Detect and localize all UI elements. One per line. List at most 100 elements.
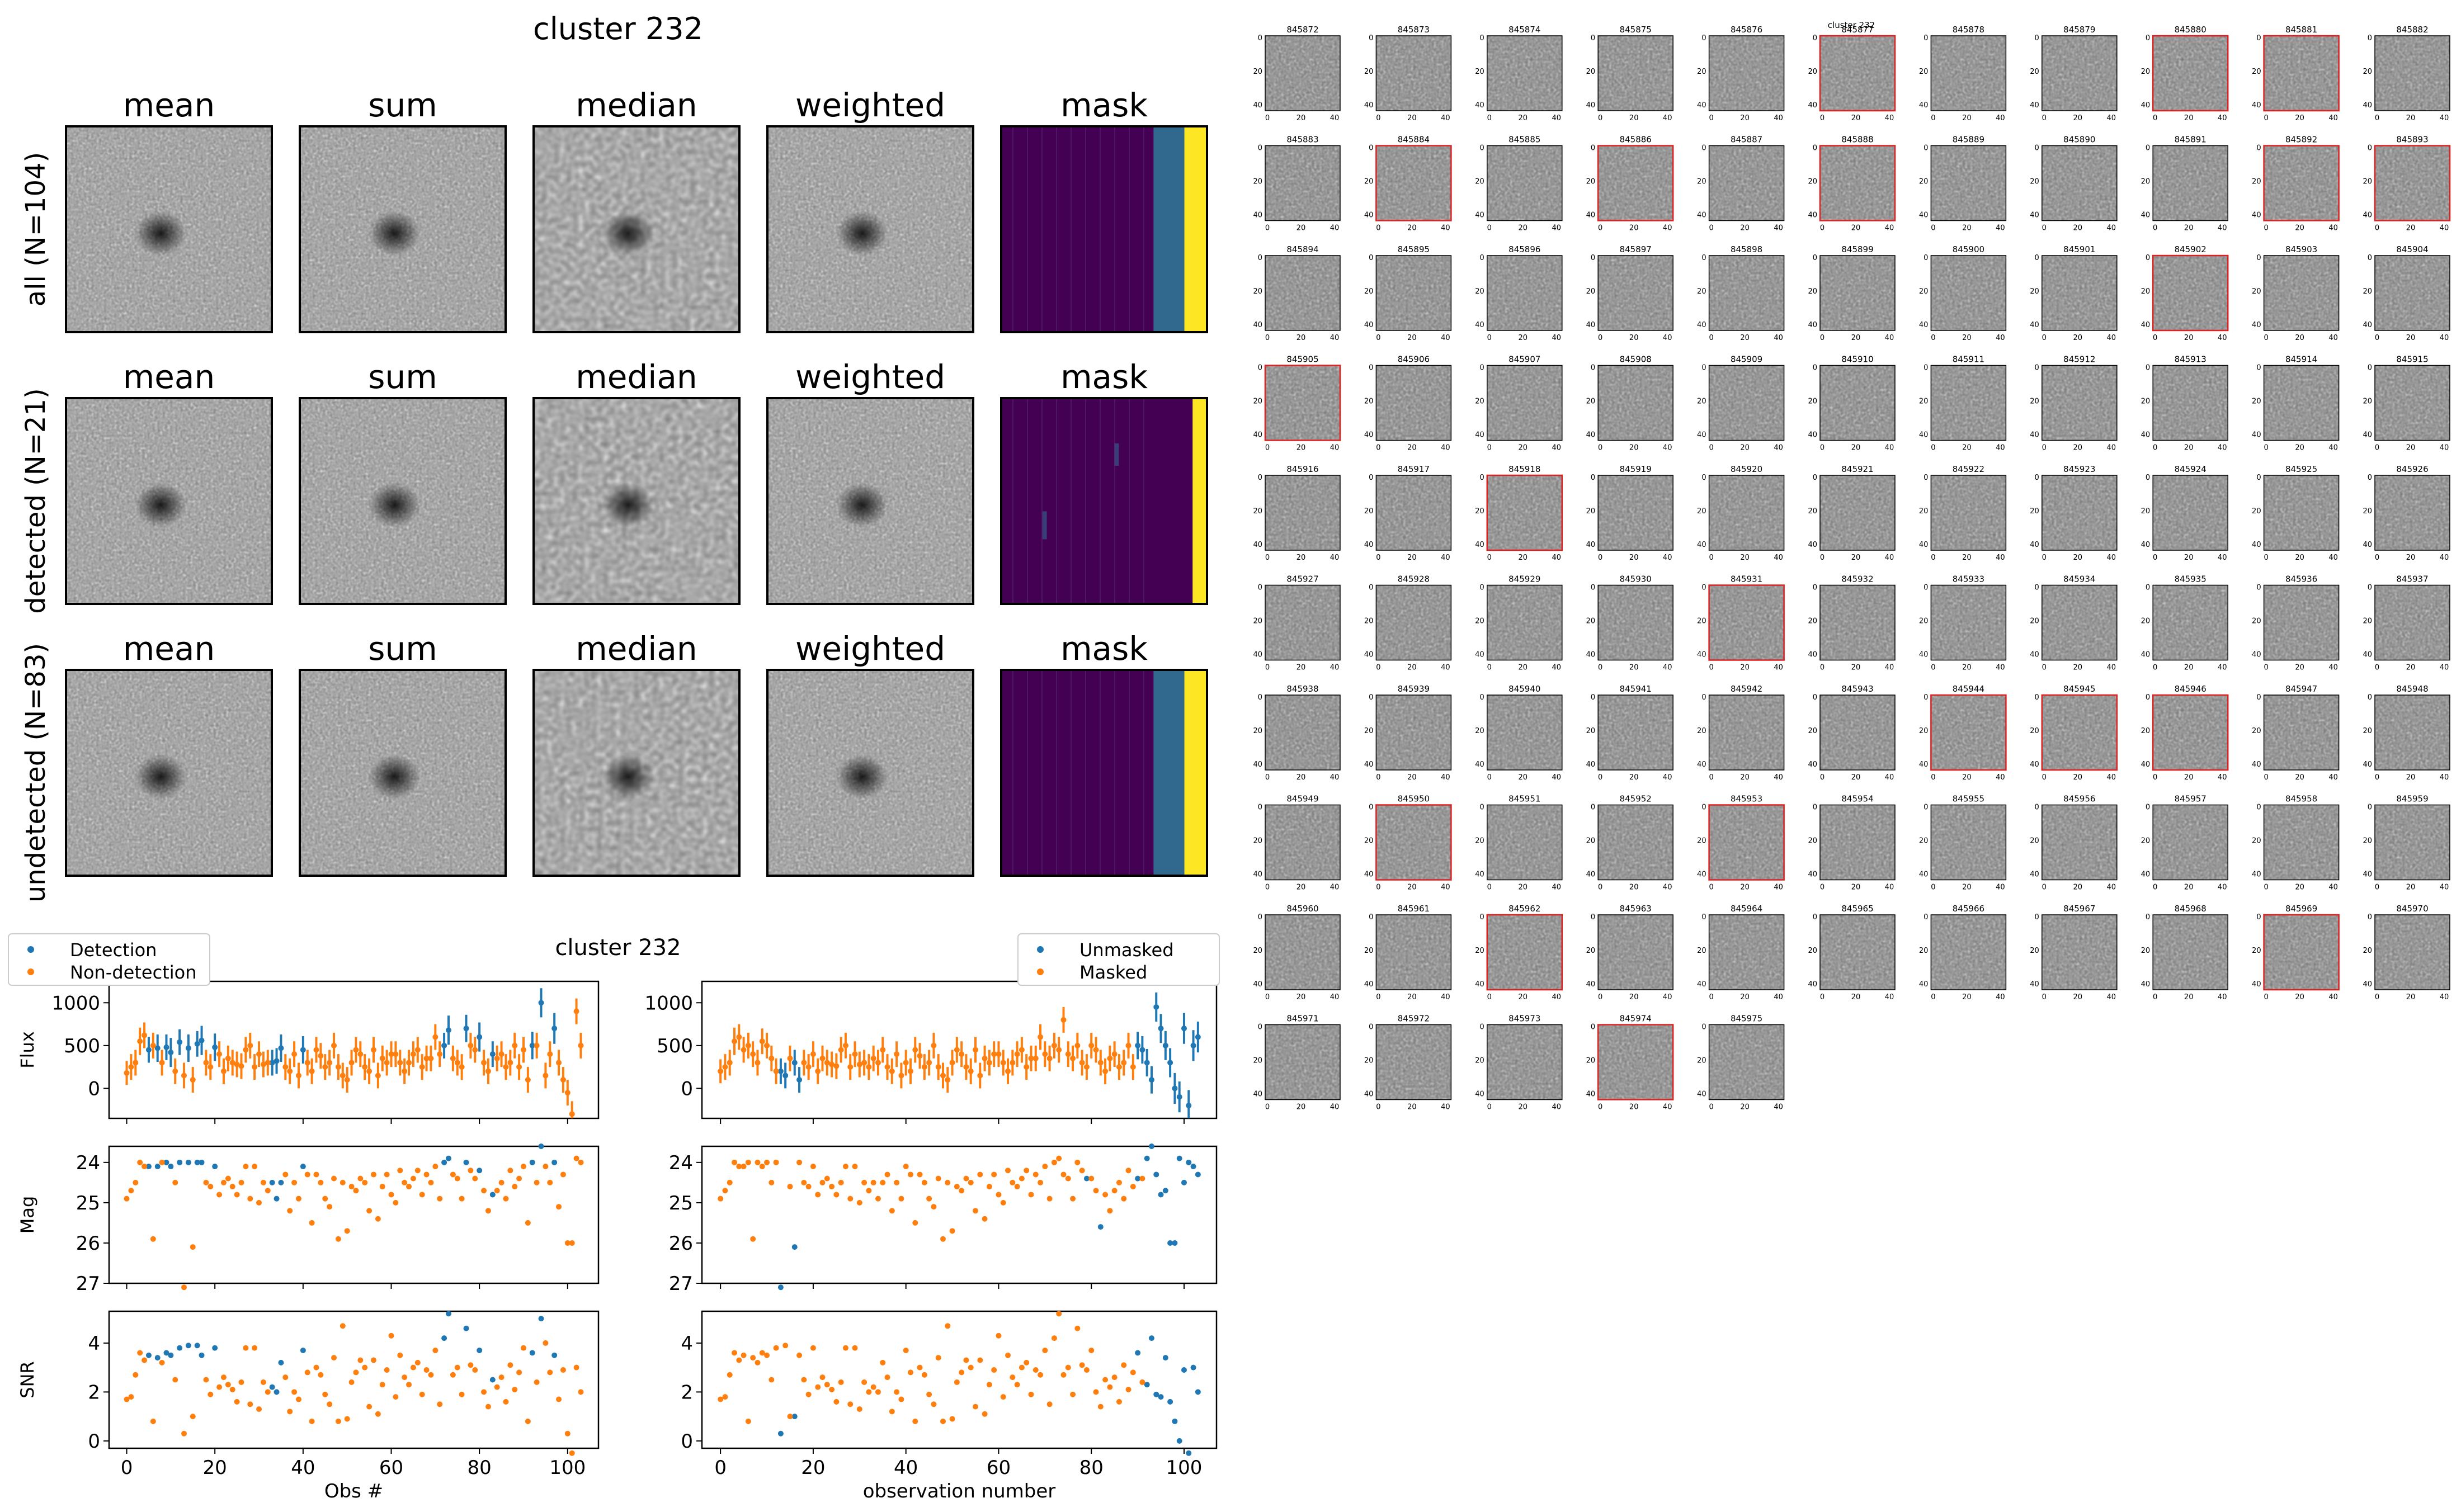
thumbnail-noise	[1598, 1024, 1673, 1100]
thumbnail-noise	[1265, 365, 1340, 441]
thumbnail-y-tick: 20	[1586, 507, 1596, 516]
thumbnail-noise	[1931, 145, 2006, 221]
thumbnail-x-tick: 40	[1774, 334, 1783, 342]
thumbnail-frame	[1819, 694, 1896, 771]
data-point	[428, 1179, 434, 1185]
data-point	[991, 1051, 997, 1057]
data-point	[1083, 1367, 1090, 1373]
thumbnail-y-tick: 40	[1475, 101, 1484, 110]
thumbnail-x-tick: 20	[1962, 664, 1972, 672]
data-point	[940, 1072, 946, 1079]
data-point	[423, 1367, 430, 1373]
thumbnail-label: 845893	[2396, 135, 2428, 145]
thumbnail-noise	[2153, 915, 2228, 990]
thumbnail-noise	[2153, 36, 2228, 111]
data-point	[986, 1184, 992, 1190]
data-point	[560, 1077, 566, 1083]
data-point	[551, 1159, 558, 1165]
thumbnail-noise	[1376, 915, 1451, 990]
thumbnail-x-tick: 40	[1663, 334, 1672, 342]
data-point	[348, 1379, 355, 1385]
data-point	[759, 1038, 765, 1045]
data-point	[441, 1335, 447, 1341]
data-point	[124, 1070, 130, 1076]
thumbnail-x-tick: 20	[1519, 773, 1528, 782]
thumbnail-y-tick: 40	[1253, 980, 1262, 989]
data-point	[309, 1418, 315, 1424]
thumbnail-x-tick: 20	[2184, 224, 2194, 233]
data-point	[260, 1179, 266, 1185]
thumbnail-x-tick: 40	[1663, 224, 1672, 233]
thumbnail-label: 845894	[1286, 244, 1318, 254]
thumbnail-x-tick: 40	[1663, 993, 1672, 1001]
x-tick-label: 80	[1079, 1457, 1104, 1479]
thumbnail-y-tick: 20	[1697, 727, 1706, 735]
thumbnail-x-tick: 0	[1820, 993, 1824, 1001]
thumbnail-x-tick: 20	[2184, 773, 2194, 782]
thumbnail-y-tick: 40	[1808, 541, 1817, 549]
thumbnail-x-tick: 40	[1552, 993, 1562, 1001]
thumbnail-label: 845876	[1731, 25, 1762, 35]
thumbnail-x-tick: 0	[2375, 444, 2379, 452]
data-point	[949, 1228, 955, 1234]
data-point	[481, 1060, 487, 1066]
thumbnail-label: 845907	[1508, 355, 1540, 365]
thumbnail-x-tick: 20	[1629, 993, 1639, 1001]
thumbnail-y-tick: 40	[1808, 760, 1817, 769]
data-point	[208, 1184, 214, 1190]
thumbnail-y-tick: 40	[2252, 431, 2261, 440]
data-point	[810, 1051, 816, 1057]
thumbnail-y-tick: 20	[1808, 398, 1817, 406]
data-point	[252, 1345, 258, 1351]
thumbnail-noise	[2153, 805, 2228, 880]
thumbnail-frame	[1487, 804, 1563, 881]
data-point	[313, 1171, 319, 1178]
thumbnail-x-tick: 40	[1774, 664, 1783, 672]
thumbnail-noise	[1820, 475, 1895, 550]
thumbnail-label: 845915	[2396, 355, 2428, 365]
thumbnail-x-tick: 20	[2295, 334, 2304, 342]
thumbnail-frame	[1597, 475, 1673, 551]
thumbnail-label: 845947	[2285, 684, 2317, 694]
thumbnail-frame	[2374, 475, 2450, 551]
thumbnail-y-tick: 20	[2141, 727, 2151, 735]
thumbnail-y-tick: 0	[2256, 144, 2261, 153]
data-point	[181, 1072, 187, 1079]
thumbnail-x-tick: 0	[2375, 883, 2379, 892]
data-point	[782, 1343, 789, 1349]
thumbnail-frame	[2374, 255, 2450, 331]
thumbnail-x-tick: 40	[1774, 114, 1783, 122]
data-point	[940, 1236, 946, 1242]
data-point	[419, 1192, 425, 1198]
y-tick-label: 4	[681, 1333, 693, 1355]
stamp-frame	[299, 397, 507, 605]
thumbnail-noise	[1265, 695, 1340, 770]
thumbnail-x-tick: 0	[1598, 554, 1602, 562]
data-point	[366, 1208, 373, 1214]
data-point	[1093, 1389, 1099, 1395]
data-point	[318, 1372, 324, 1378]
thumbnail-frame	[2042, 804, 2118, 881]
data-point	[949, 1416, 955, 1422]
thumbnail-x-tick: 0	[2042, 224, 2047, 233]
data-point	[512, 1042, 518, 1048]
data-point	[833, 1063, 840, 1069]
data-point	[379, 1184, 385, 1190]
data-point	[736, 1034, 742, 1040]
thumbnail-x-tick: 20	[2073, 444, 2083, 452]
stamp-source	[602, 483, 654, 528]
data-point	[796, 1159, 803, 1165]
thumbnail-noise	[1709, 475, 1784, 550]
thumbnail-label: 845956	[2063, 794, 2095, 804]
data-point	[445, 1311, 451, 1317]
thumbnail-y-tick: 40	[2141, 321, 2151, 329]
thumbnail-x-tick: 20	[1407, 334, 1417, 342]
